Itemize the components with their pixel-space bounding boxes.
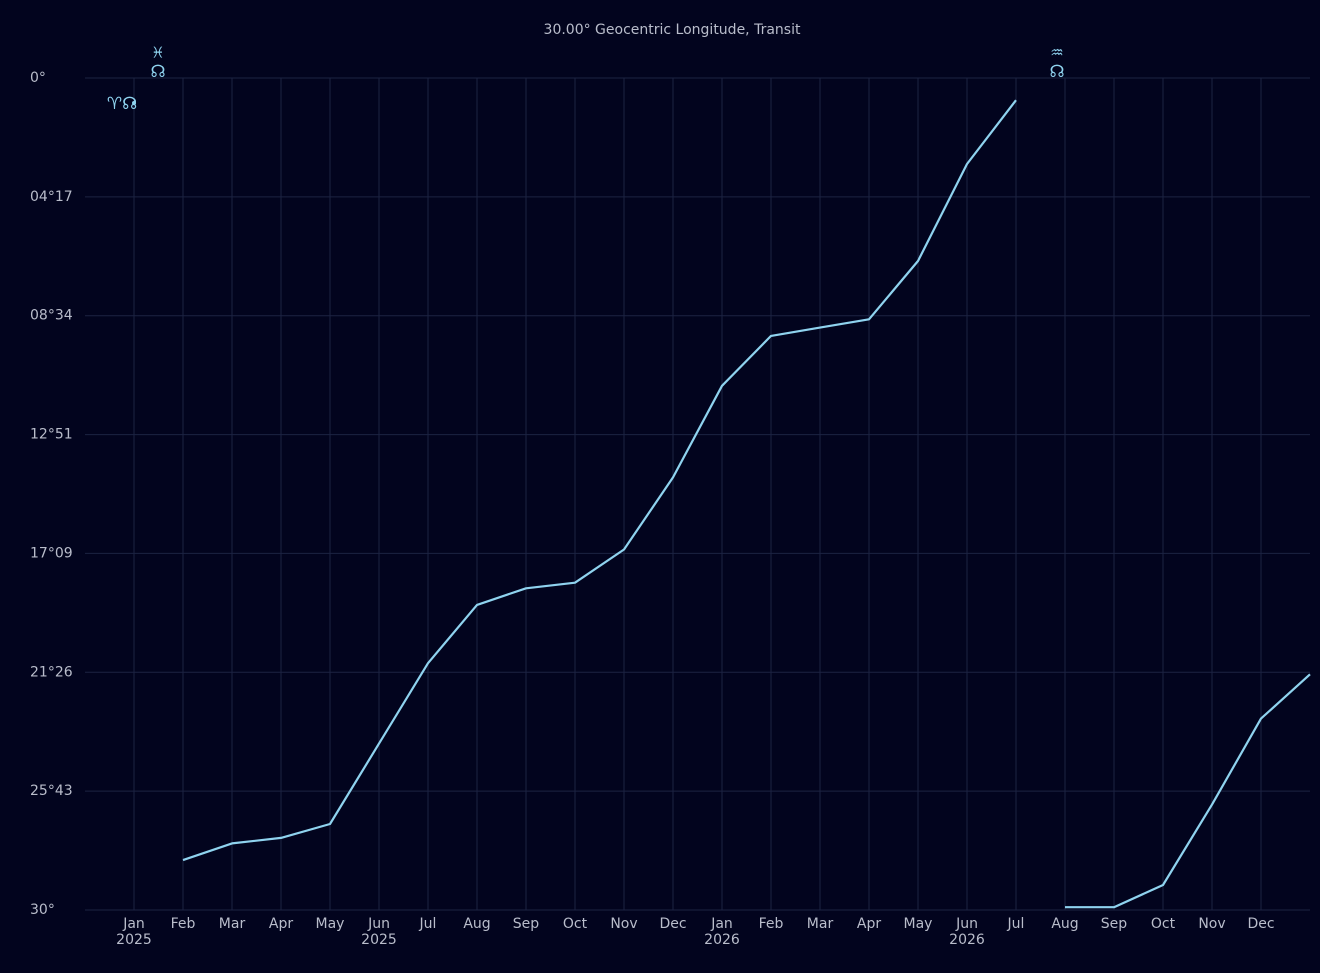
x-tick-label: Mar [219,916,246,932]
x-tick-label: May [316,916,345,932]
x-tick-year: 2025 [116,932,152,948]
x-tick-label: Dec [1247,916,1274,932]
x-tick-label: Apr [269,916,293,932]
annotation-glyph: ☊ [150,62,165,82]
x-tick-label: Jan [710,916,733,932]
line-point [132,101,136,105]
x-tick-label: Aug [1051,916,1078,932]
x-tick-label: Jan [122,916,145,932]
x-tick-label: Nov [610,916,637,932]
chart-title: 30.00° Geocentric Longitude, Transit [544,22,801,38]
x-tick-label: Jul [1007,916,1025,932]
y-tick-label: 17°09 [30,545,73,561]
x-tick-label: Feb [759,916,784,932]
y-tick-label: 25°43 [30,783,73,799]
x-tick-label: Jun [955,916,978,932]
x-tick-label: Apr [857,916,881,932]
x-tick-label: Feb [171,916,196,932]
annotation-glyph: ♈☊ [107,94,137,114]
annotation-glyph: ☊ [1049,62,1064,82]
x-tick-year: 2026 [704,932,740,948]
x-tick-label: Mar [807,916,834,932]
y-tick-label: 30° [30,902,55,918]
x-tick-label: Sep [1101,916,1128,932]
y-tick-label: 12°51 [30,427,73,443]
y-tick-label: 21°26 [30,664,73,680]
x-tick-label: Nov [1198,916,1225,932]
line-series [182,99,1017,862]
y-tick-label: 04°17 [30,189,73,205]
x-tick-label: Oct [563,916,588,932]
x-tick-label: Sep [513,916,540,932]
x-tick-label: May [904,916,933,932]
y-tick-label: 08°34 [30,308,73,324]
x-tick-label: Dec [659,916,686,932]
y-tick-label: 0° [30,70,46,86]
line-series [1065,673,1311,909]
x-tick-label: Aug [463,916,490,932]
x-tick-label: Oct [1151,916,1176,932]
x-tick-year: 2025 [361,932,397,948]
annotation-glyph: ♓ [151,44,164,62]
annotation-glyph: ♒ [1050,44,1063,62]
x-tick-label: Jul [419,916,437,932]
x-tick-year: 2026 [949,932,985,948]
x-tick-label: Jun [367,916,390,932]
